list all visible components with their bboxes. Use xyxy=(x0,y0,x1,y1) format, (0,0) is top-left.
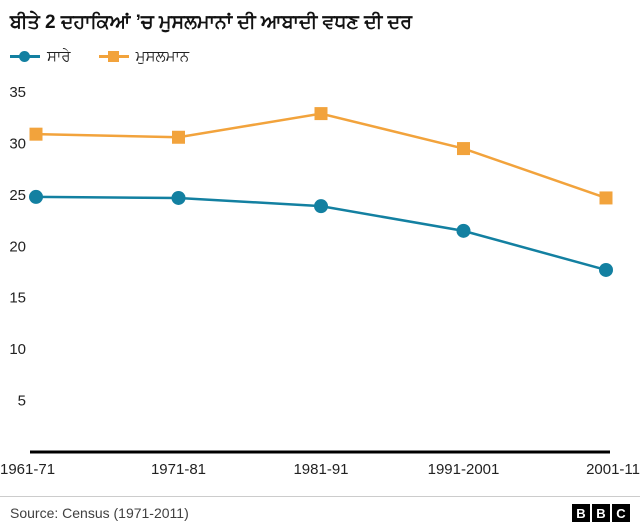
line-chart: 5 10 15 20 25 30 35 1961-71 1971-81 1981-91 1991-2… xyxy=(0,84,640,478)
svg-text:1971-81: 1971-81 xyxy=(151,461,206,478)
svg-text:10: 10 xyxy=(9,341,26,358)
svg-text:1991-2001: 1991-2001 xyxy=(428,461,500,478)
legend-square-marker-icon xyxy=(98,50,129,63)
svg-text:25: 25 xyxy=(9,187,26,204)
legend-circle-marker-icon xyxy=(10,50,40,63)
bbc-logo: B B C xyxy=(572,504,630,522)
legend-item-all: ਸਾਰੇ xyxy=(10,48,71,65)
svg-text:1961-71: 1961-71 xyxy=(0,461,55,478)
svg-text:30: 30 xyxy=(9,135,26,152)
legend-label-all: ਸਾਰੇ xyxy=(47,47,71,65)
chart-footer: Source: Census (1971-2011) B B C xyxy=(0,496,640,522)
svg-text:2001-11: 2001-11 xyxy=(586,461,640,478)
svg-text:5: 5 xyxy=(18,393,26,410)
legend: ਸਾਰੇ ਮੁਸਲਮਾਨ xyxy=(10,47,630,65)
chart-title: ਬੀਤੇ 2 ਦਹਾਕਿਆਂ ’ਚ ਮੁਸਲਮਾਨਾਂ ਦੀ ਆਬਾਦੀ ਵਧਣ… xyxy=(10,12,413,33)
svg-text:35: 35 xyxy=(9,84,26,101)
svg-text:1981-91: 1981-91 xyxy=(293,461,348,478)
legend-item-muslim: ਮੁਸਲਮਾਨ xyxy=(98,47,190,65)
svg-text:20: 20 xyxy=(9,238,26,255)
source-text: Source: Census (1971-2011) xyxy=(10,505,189,521)
chart-header: ਬੀਤੇ 2 ਦਹਾਕਿਆਂ ’ਚ ਮੁਸਲਮਾਨਾਂ ਦੀ ਆਬਾਦੀ ਵਧਣ… xyxy=(0,0,640,65)
svg-text:15: 15 xyxy=(9,290,26,307)
legend-label-muslim: ਮੁਸਲਮਾਨ xyxy=(135,47,190,65)
